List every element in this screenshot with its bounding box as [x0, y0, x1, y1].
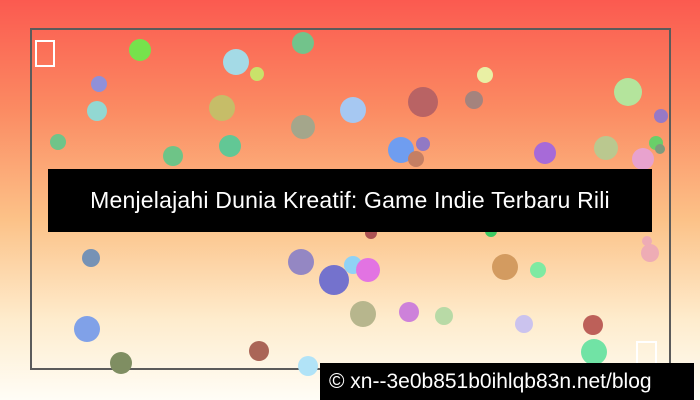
decorative-circle [50, 134, 66, 150]
decorative-circle [340, 97, 366, 123]
decorative-circle [350, 301, 376, 327]
decorative-circle [530, 262, 546, 278]
decorative-circle [288, 249, 314, 275]
decorative-circle [292, 32, 314, 54]
corner-square-top-left [35, 40, 55, 67]
decorative-circle [655, 144, 665, 154]
banner-title: Menjelajahi Dunia Kreatif: Game Indie Te… [90, 187, 610, 213]
decorative-circle [209, 95, 235, 121]
decorative-circle [91, 76, 107, 92]
decorative-circle [319, 265, 349, 295]
decorative-circle [435, 307, 453, 325]
decorative-circle [82, 249, 100, 267]
decorative-circle [583, 315, 603, 335]
decorative-circle [249, 341, 269, 361]
decorative-circle [465, 91, 483, 109]
title-bar: Menjelajahi Dunia Kreatif: Game Indie Te… [48, 169, 652, 232]
decorative-circle [416, 137, 430, 151]
decorative-circle [408, 151, 424, 167]
watermark-bar: © xn--3e0b851b0ihlqb83n.net/blog [320, 363, 694, 400]
decorative-circle [163, 146, 183, 166]
decorative-circle [654, 109, 668, 123]
decorative-circle [594, 136, 618, 160]
decorative-circle [298, 356, 318, 376]
decorative-circle [219, 135, 241, 157]
decorative-circle [408, 87, 438, 117]
decorative-circle [492, 254, 518, 280]
decorative-circle [641, 244, 659, 262]
decorative-circle [74, 316, 100, 342]
decorative-circle [632, 148, 654, 170]
decorative-circle [291, 115, 315, 139]
decorative-circle [223, 49, 249, 75]
decorative-circle [515, 315, 533, 333]
decorative-circle [534, 142, 556, 164]
decorative-circle [356, 258, 380, 282]
decorative-circle [614, 78, 642, 106]
decorative-circle [129, 39, 151, 61]
decorative-circle [581, 339, 607, 365]
decorative-circle [399, 302, 419, 322]
decorative-circle [250, 67, 264, 81]
decorative-circle [477, 67, 493, 83]
watermark-url: © xn--3e0b851b0ihlqb83n.net/blog [329, 369, 652, 393]
decorative-circle [87, 101, 107, 121]
decorative-circle [110, 352, 132, 374]
decorative-circle [642, 236, 652, 246]
